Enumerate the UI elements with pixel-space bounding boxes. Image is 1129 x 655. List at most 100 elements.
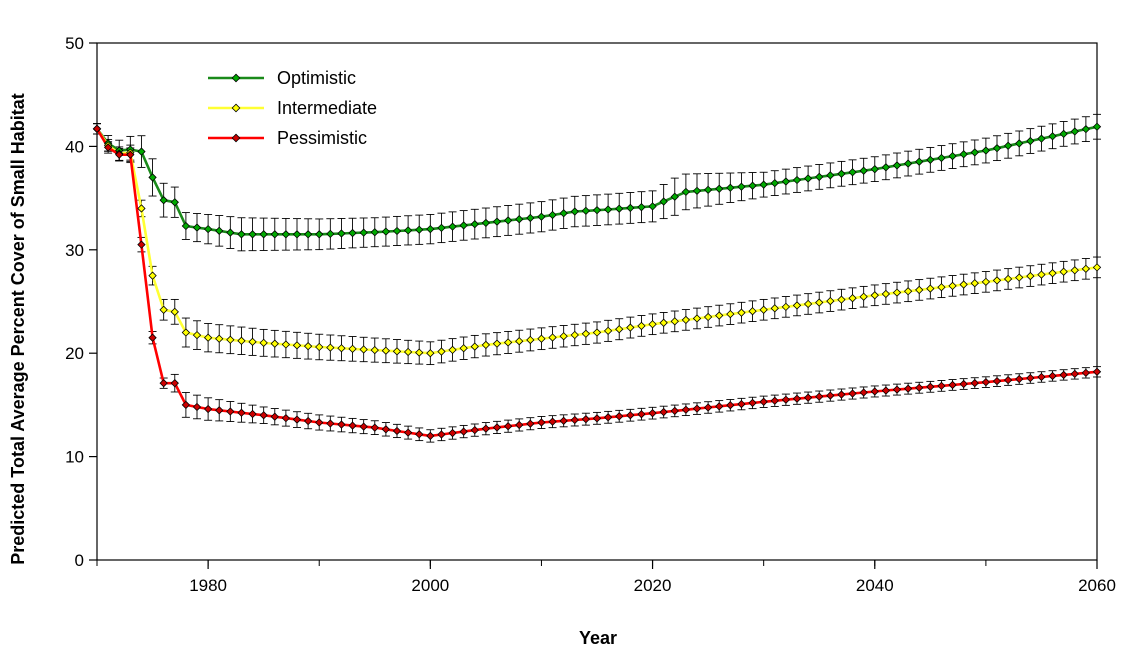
data-point-pessimistic [137,240,146,249]
data-point-pessimistic [770,396,779,405]
data-point-pessimistic [859,388,868,397]
data-point-pessimistic [903,384,913,393]
data-point-intermediate [1059,267,1068,276]
data-point-intermediate [492,339,502,348]
data-point-pessimistic [1092,367,1102,376]
data-point-intermediate [826,296,835,306]
data-point-pessimistic [503,422,513,431]
data-point-optimistic [826,171,835,180]
data-point-optimistic [459,221,468,230]
data-point-pessimistic [403,428,413,437]
data-point-pessimistic [948,380,957,390]
data-point-intermediate [970,279,979,288]
data-point-optimistic [170,198,179,207]
legend-label: Intermediate [277,98,377,118]
data-point-intermediate [303,342,313,351]
data-point-pessimistic [1048,371,1057,381]
data-point-optimistic [1092,122,1102,131]
data-point-intermediate [481,340,491,350]
data-point-optimistic [781,177,791,186]
legend-marker [231,73,241,83]
data-point-pessimistic [792,394,802,403]
data-point-optimistic [492,217,502,226]
data-point-optimistic [915,157,924,166]
data-point-pessimistic [426,431,435,441]
data-point-pessimistic [326,419,335,428]
data-point-intermediate [992,276,1002,285]
data-point-pessimistic [1070,369,1079,379]
data-point-optimistic [703,185,713,194]
data-point-optimistic [681,187,691,197]
data-point-intermediate [837,295,846,304]
data-point-pessimistic [148,333,157,342]
data-point-intermediate [281,340,291,349]
data-point-optimistic [748,181,757,190]
data-point-optimistic [570,207,579,216]
data-point-optimistic [637,202,646,212]
data-point-intermediate [326,343,335,352]
data-point-intermediate [181,328,191,337]
y-tick-label: 10 [65,448,84,467]
data-point-optimistic [970,148,979,157]
data-point-intermediate [581,329,591,338]
data-point-intermediate [703,312,713,322]
data-point-intermediate [670,317,679,326]
data-point-intermediate [770,304,779,313]
data-point-optimistic [737,182,746,191]
data-point-intermediate [226,335,235,344]
y-axis-title: Predicted Total Average Percent Cover of… [8,93,28,564]
data-point-pessimistic [559,416,568,425]
data-point-pessimistic [448,428,457,438]
data-point-optimistic [248,230,257,239]
data-point-intermediate [292,341,302,350]
data-point-pessimistic [459,427,468,436]
data-point-pessimistic [270,412,279,421]
data-point-optimistic [926,155,935,165]
data-point-pessimistic [726,401,735,410]
data-point-optimistic [959,150,968,159]
data-point-pessimistic [259,411,268,420]
data-point-intermediate [926,284,935,293]
data-point-optimistic [270,230,279,239]
data-point-pessimistic [1026,373,1035,383]
data-point-pessimistic [637,410,646,419]
data-point-pessimistic [570,415,579,425]
data-point-pessimistic [370,423,379,432]
legend-label: Pessimistic [277,128,367,148]
data-point-pessimistic [303,416,313,426]
data-point-pessimistic [926,382,935,391]
data-point-intermediate [1048,269,1057,278]
data-point-intermediate [626,323,635,332]
data-point-pessimistic [937,381,946,391]
data-point-intermediate [726,309,735,319]
data-point-intermediate [603,326,613,336]
data-point-optimistic [992,143,1002,153]
data-point-optimistic [526,213,535,223]
data-point-pessimistic [1015,374,1024,384]
y-tick-label: 30 [65,241,84,260]
legend-marker [231,103,241,113]
data-point-optimistic [759,180,768,189]
data-point-intermediate [659,318,668,327]
data-point-intermediate [681,315,691,325]
data-point-optimistic [303,230,313,239]
data-point-optimistic [237,230,246,239]
data-point-pessimistic [226,407,235,416]
data-point-pessimistic [703,403,713,412]
error-bars [93,113,1101,443]
data-point-pessimistic [292,415,302,424]
data-point-intermediate [437,347,446,356]
data-point-optimistic [581,206,591,216]
data-point-pessimistic [337,420,346,429]
data-point-optimistic [215,226,224,236]
data-point-optimistic [1081,124,1091,134]
data-point-intermediate [892,288,902,297]
data-point-optimistic [292,230,302,239]
data-point-pessimistic [970,378,979,388]
data-point-optimistic [481,218,491,228]
y-tick-label: 20 [65,344,84,363]
data-point-optimistic [559,209,568,218]
data-point-intermediate [370,345,379,355]
data-point-optimistic [548,210,557,220]
data-point-pessimistic [892,385,902,394]
